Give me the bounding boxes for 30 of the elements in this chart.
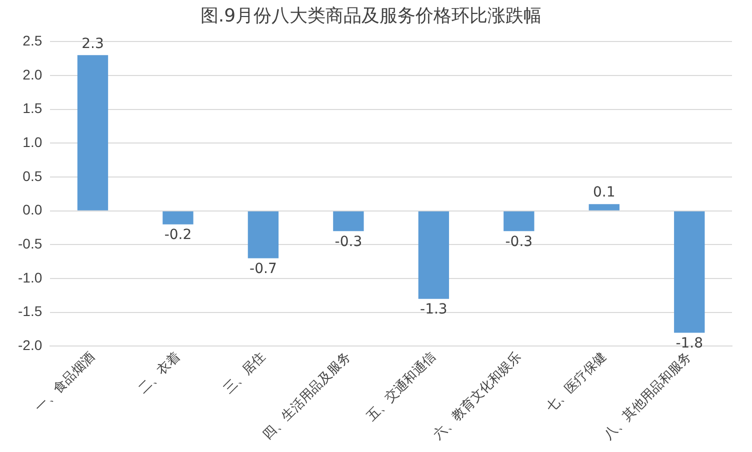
data-label: -1.3	[420, 301, 448, 318]
x-tick-label: 二、衣着	[135, 348, 183, 396]
data-label: -0.7	[250, 260, 277, 277]
bar	[248, 211, 279, 258]
bar	[588, 204, 620, 210]
y-tick-label: 1.5	[22, 100, 42, 116]
y-tick-label: 1.0	[22, 134, 42, 150]
bar	[504, 211, 534, 232]
x-tick-label: 三、居住	[220, 348, 268, 396]
x-tick-label: 七、医疗保健	[543, 348, 609, 415]
y-tick-label: -1.5	[18, 303, 42, 320]
bar	[674, 211, 705, 333]
y-tick-label: 2.0	[22, 66, 42, 82]
bar	[162, 211, 194, 224]
data-label: 2.3	[82, 36, 104, 52]
y-tick-label: 0.5	[22, 168, 42, 184]
data-label: 0.1	[593, 184, 616, 201]
y-tick-label: 0.0	[22, 202, 42, 218]
bar	[418, 211, 450, 299]
y-tick-label: -1.0	[18, 269, 42, 286]
bar	[77, 55, 108, 210]
data-label: -0.2	[164, 227, 192, 244]
chart-title: 图.9月份八大类商品及服务价格环比涨跌幅	[200, 5, 542, 26]
data-label: -0.3	[505, 234, 533, 250]
y-tick-label: 2.5	[22, 32, 42, 48]
bar	[333, 211, 364, 232]
data-label: -1.8	[676, 335, 704, 352]
y-tick-label: -0.5	[18, 236, 42, 252]
x-tick-label: 五、交通和通信	[363, 348, 438, 424]
data-label: -0.3	[334, 234, 362, 250]
